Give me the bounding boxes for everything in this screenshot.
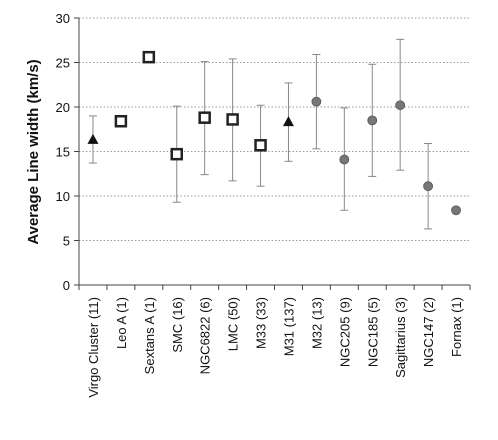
- data-point-circle: [451, 205, 461, 216]
- axes: [74, 17, 471, 290]
- x-category-label: Sextans A (1): [142, 297, 157, 374]
- x-category-label: LMC (50): [226, 297, 241, 351]
- x-category-label: M32 (13): [309, 297, 324, 349]
- data-point-triangle: [87, 133, 99, 144]
- data-point-square: [114, 114, 128, 128]
- x-category-label: Sagittarius (3): [393, 297, 408, 378]
- x-category-label: M33 (33): [254, 297, 269, 349]
- error-bars: [88, 38, 433, 230]
- y-tick-label: 25: [56, 56, 70, 71]
- data-point-circle: [395, 100, 406, 111]
- data-point-square: [170, 147, 183, 161]
- data-point-triangle: [282, 116, 294, 127]
- data-point-square: [198, 111, 211, 124]
- y-tick-label: 15: [56, 145, 70, 160]
- y-tick-label: 0: [63, 278, 70, 293]
- data-point-square: [254, 139, 267, 152]
- x-category-label: Leo A (1): [114, 297, 129, 349]
- data-points: [87, 50, 461, 216]
- gridlines: [79, 17, 470, 241]
- data-point-square: [226, 113, 239, 126]
- x-category-label: SMC (16): [170, 297, 185, 353]
- x-category-labels: Virgo Cluster (11) Leo A (1) Sextans A (1)…: [86, 297, 464, 398]
- y-tick-labels: 0 5 10 15 20 25 30: [56, 11, 70, 293]
- x-category-label: NGC6822 (6): [198, 297, 213, 374]
- data-point-circle: [423, 181, 434, 192]
- data-point-circle: [367, 115, 378, 126]
- y-tick-label: 10: [56, 189, 70, 204]
- x-category-label: Virgo Cluster (11): [86, 297, 101, 398]
- x-category-label: NGC147 (2): [421, 297, 436, 367]
- data-point-circle: [311, 96, 322, 107]
- data-point-square: [142, 50, 156, 64]
- y-tick-label: 5: [63, 234, 70, 249]
- x-category-label: Fornax (1): [449, 297, 464, 357]
- x-category-label: NGC205 (9): [337, 297, 352, 367]
- y-tick-label: 30: [56, 11, 70, 26]
- data-point-circle: [339, 154, 350, 165]
- y-axis-label: Average Line width (km/s): [25, 59, 42, 244]
- y-tick-label: 20: [56, 100, 70, 115]
- x-category-label: NGC185 (5): [365, 297, 380, 367]
- x-category-label: M31 (137): [281, 297, 296, 356]
